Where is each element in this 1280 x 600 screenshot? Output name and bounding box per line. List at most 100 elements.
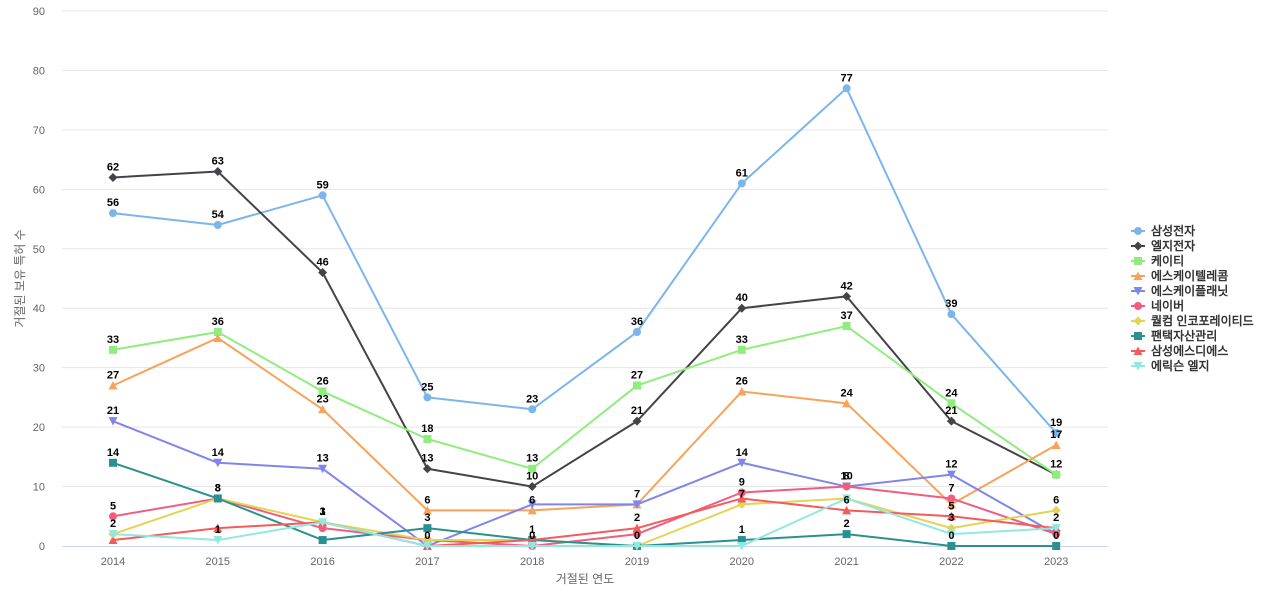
data-label-9-2018: 1 <box>529 524 535 536</box>
data-label-3-2022: 24 <box>945 387 958 399</box>
legend-marker-2 <box>1133 241 1143 251</box>
series-line-5 <box>112 420 1058 547</box>
data-point-9-2021 <box>842 505 852 515</box>
data-label-6-2021: 8 <box>844 471 850 483</box>
data-point-9-2022 <box>946 511 956 521</box>
data-label-4-2014: 27 <box>107 370 119 382</box>
data-label-4-2023: 17 <box>1050 429 1062 441</box>
data-label-8-2014: 14 <box>107 447 120 459</box>
series-line-10 <box>112 497 1058 547</box>
series-5 <box>108 417 1061 551</box>
data-point-9-2015 <box>213 523 223 533</box>
data-point-10-2017 <box>422 542 432 551</box>
data-label-7-2022: 3 <box>948 512 954 524</box>
data-label-4-2016: 23 <box>316 393 328 405</box>
data-label-8-2017: 3 <box>424 512 430 524</box>
y-tick-label-0: 0 <box>39 541 45 553</box>
data-point-3-2021 <box>842 322 851 331</box>
series-1 <box>109 84 1061 438</box>
x-tick-label-2018: 2018 <box>520 556 544 568</box>
legend-item-8: 팬택자산관리 <box>1131 328 1217 343</box>
data-label-8-2019: 0 <box>634 530 640 542</box>
data-point-2-2020 <box>737 303 747 313</box>
data-label-3-2014: 33 <box>107 334 119 346</box>
legend-label-6: 네이버 <box>1151 298 1184 313</box>
series-line-9 <box>112 497 1058 547</box>
data-label-2-2019: 21 <box>631 405 643 417</box>
data-point-5-2015 <box>213 458 223 468</box>
data-label-3-2021: 37 <box>840 310 852 322</box>
data-point-8-2015 <box>213 494 222 503</box>
data-label-1-2018: 23 <box>526 393 538 405</box>
data-point-8-2016 <box>318 536 327 545</box>
legend-marker-7 <box>1133 316 1143 326</box>
data-point-2-2017 <box>422 464 432 474</box>
data-point-6-2022 <box>947 494 956 503</box>
data-label-7-2020: 7 <box>739 488 745 500</box>
data-point-8-2023 <box>1052 542 1061 550</box>
data-label-9-2019: 2 <box>634 512 640 524</box>
data-point-10-2018 <box>527 542 537 551</box>
data-point-1-2022 <box>947 310 956 319</box>
x-tick-label-2017: 2017 <box>415 556 439 568</box>
data-point-4-2020 <box>737 386 747 396</box>
legend-label-7: 퀄컴 인코포레이티드 <box>1151 313 1254 328</box>
series-line-6 <box>112 485 1058 547</box>
data-point-4-2018 <box>527 505 537 515</box>
data-point-3-2015 <box>213 328 222 336</box>
data-label-3-2016: 26 <box>316 375 328 387</box>
series-3 <box>109 322 1061 479</box>
data-point-5-2022 <box>946 470 956 480</box>
legend-item-4: 에스케이텔레콤 <box>1131 268 1228 283</box>
data-label-3-2017: 18 <box>421 423 433 435</box>
data-label-1-2020: 61 <box>736 167 748 179</box>
data-point-9-2020 <box>737 493 747 503</box>
data-label-2-2021: 42 <box>840 280 852 292</box>
data-point-10-2023 <box>1051 524 1061 533</box>
data-label-10-2015: 1 <box>215 524 221 536</box>
data-point-4-2016 <box>318 404 328 414</box>
y-axis-title: 거절된 보유 특허 수 <box>13 229 27 327</box>
data-point-5-2016 <box>318 464 328 474</box>
series-6 <box>109 482 1061 550</box>
series-line-1 <box>112 87 1058 435</box>
data-point-4-2023 <box>1051 440 1061 449</box>
data-label-10-2018: 0 <box>529 530 535 542</box>
data-label-9-2022: 5 <box>948 500 954 512</box>
series-line-8 <box>112 461 1058 547</box>
data-label-4-2017: 6 <box>424 494 430 506</box>
data-point-9-2019 <box>632 523 642 533</box>
legend-marker-3 <box>1134 257 1142 265</box>
data-label-2-2020: 40 <box>736 292 748 304</box>
legend-marker-10 <box>1133 362 1143 371</box>
data-label-9-2016: 1 <box>320 506 326 518</box>
legend-label-10: 에릭슨 엘지 <box>1151 358 1210 373</box>
data-label-9-2023: 2 <box>1053 512 1059 524</box>
y-tick-label-60: 60 <box>33 184 45 196</box>
data-label-8-2021: 2 <box>844 518 850 530</box>
data-point-1-2014 <box>109 209 117 218</box>
legend-label-5: 에스케이플래닛 <box>1151 283 1228 298</box>
data-point-2-2021 <box>842 291 852 301</box>
data-point-5-2020 <box>737 458 747 468</box>
data-label-6-2022: 7 <box>948 482 954 494</box>
data-label-1-2014: 56 <box>107 197 119 209</box>
data-point-6-2014 <box>109 512 117 521</box>
data-label-8-2022: 0 <box>948 530 954 542</box>
data-point-6-2021 <box>842 482 851 491</box>
data-label-10-2014: 2 <box>110 518 116 530</box>
data-label-1-2016: 59 <box>316 179 328 191</box>
data-label-3-2015: 36 <box>212 316 224 328</box>
legend-item-1: 삼성전자 <box>1131 223 1195 238</box>
data-point-3-2017 <box>423 435 432 443</box>
data-point-4-2021 <box>842 398 852 408</box>
y-tick-label-80: 80 <box>33 65 45 77</box>
data-label-5-2021: 10 <box>840 471 852 483</box>
data-label-1-2017: 25 <box>421 381 433 393</box>
data-point-6-2020 <box>737 488 746 497</box>
legend-label-9: 삼성에스디에스 <box>1151 343 1228 358</box>
data-point-8-2020 <box>737 536 746 545</box>
x-tick-label-2023: 2023 <box>1044 556 1068 568</box>
